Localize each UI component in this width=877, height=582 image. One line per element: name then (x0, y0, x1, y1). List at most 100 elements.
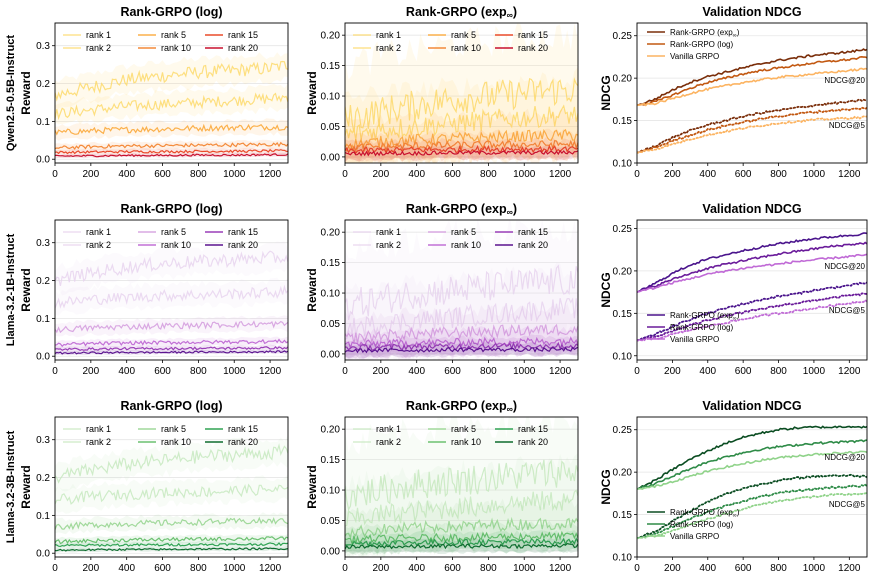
xtick-label: 400 (699, 563, 716, 574)
legend-label: rank 1 (86, 227, 111, 237)
legend-label: rank 5 (451, 424, 476, 434)
ytick-label: 0.15 (321, 455, 341, 466)
line-rank-15 (345, 144, 578, 155)
ytick-label: 0.05 (321, 122, 341, 133)
xtick-label: 1000 (223, 169, 246, 180)
band-rank-2 (55, 277, 288, 316)
band-rank-10 (55, 336, 288, 350)
xtick-label: 600 (735, 366, 752, 377)
line-rank-2 (55, 92, 288, 121)
xtick-label: 800 (480, 169, 497, 180)
ndcg-line-3 (637, 281, 867, 342)
xtick-label: 1200 (838, 169, 861, 180)
xtick-label: 600 (444, 563, 461, 574)
ndcg-line-0 (637, 232, 867, 293)
xtick-label: 1200 (549, 366, 572, 377)
legend-label-close: ) (737, 508, 740, 517)
legend-label-main: Rank-GRPO (exp (670, 28, 733, 37)
line-rank-10 (55, 338, 288, 348)
xtick-label: 600 (444, 366, 461, 377)
panel-title: Validation NDCG (702, 202, 801, 216)
band-rank-10 (55, 139, 288, 153)
legend-label: Vanilla GRPO (670, 335, 719, 344)
xtick-label: 1000 (513, 563, 536, 574)
xtick-label: 1200 (838, 366, 861, 377)
xtick-label: 0 (634, 169, 640, 180)
panel-title: Rank-GRPO (exp∞) (406, 5, 517, 20)
ndcg-line-2 (637, 450, 867, 490)
legend-label: rank 2 (376, 437, 401, 447)
xtick-label: 800 (190, 366, 207, 377)
ytick-label: 0.3 (36, 238, 50, 249)
legend-label: Rank-GRPO (exp∞) (670, 311, 740, 322)
ndcg-line-1 (637, 241, 867, 293)
xtick-label: 800 (190, 169, 207, 180)
ndcg-line-5 (637, 491, 867, 540)
band-rank-20 (345, 144, 578, 162)
ytick-label: 0.15 (613, 510, 633, 521)
xtick-label: 1000 (803, 366, 826, 377)
legend-label: rank 10 (451, 43, 481, 53)
ytick-label: 0.20 (321, 425, 341, 436)
line-rank-10 (55, 141, 288, 150)
panel-r1-c1: 0.00 0.05 0.10 0.15 0.20 0 200 400 600 800 1000 120… (305, 202, 579, 377)
legend-label: rank 15 (228, 227, 258, 237)
y-axis-label: Reward (305, 465, 319, 508)
line-rank-1 (345, 77, 578, 133)
legend-label: rank 1 (376, 424, 401, 434)
ytick-label: 0.10 (613, 351, 633, 362)
legend-label: rank 20 (228, 437, 258, 447)
line-rank-2 (345, 489, 578, 527)
annotation-ndcg5: NDCG@5 (829, 306, 866, 315)
xtick-label: 200 (83, 169, 100, 180)
ndcg-line-5 (637, 115, 867, 154)
y-axis-label: Reward (19, 71, 33, 114)
line-rank-10 (345, 336, 578, 350)
series-group (637, 48, 867, 154)
xtick-label: 0 (52, 366, 58, 377)
line-rank-2 (55, 483, 288, 505)
ytick-label: 0.00 (321, 546, 341, 557)
xtick-label: 400 (699, 169, 716, 180)
ytick-label: 0.3 (36, 41, 50, 52)
legend-label: rank 5 (451, 227, 476, 237)
axes-frame (344, 416, 579, 558)
ytick-label: 0.1 (36, 117, 50, 128)
y-axis-label: Reward (305, 71, 319, 114)
xtick-label: 600 (735, 169, 752, 180)
axes-frame (54, 219, 289, 361)
ndcg-line-4 (637, 483, 867, 540)
axes-frame (344, 219, 579, 361)
line-rank-5 (345, 323, 578, 344)
line-rank-10 (345, 139, 578, 153)
xtick-label: 1200 (549, 169, 572, 180)
panel-title: Rank-GRPO (log) (120, 202, 222, 216)
row-label: Qwen2.5-0.5B-Instruct (5, 35, 17, 151)
annotation-ndcg5: NDCG@5 (829, 500, 866, 509)
legend-label: Rank-GRPO (exp∞) (670, 508, 740, 519)
xtick-label: 1000 (223, 366, 246, 377)
xtick-label: 400 (118, 563, 135, 574)
xtick-label: 0 (634, 366, 640, 377)
legend-label: rank 5 (451, 30, 476, 40)
series-group (345, 23, 578, 163)
xtick-label: 200 (373, 563, 390, 574)
band-rank-15 (55, 344, 288, 353)
ytick-label: 0.0 (36, 352, 50, 363)
xtick-label: 800 (480, 366, 497, 377)
line-rank-2 (345, 104, 578, 141)
ndcg-line-2 (637, 253, 867, 293)
series-group (637, 232, 867, 342)
panel-title: Rank-GRPO (log) (120, 5, 222, 19)
legend-label: rank 5 (161, 424, 186, 434)
legend-label: rank 5 (161, 227, 186, 237)
legend-label: rank 2 (86, 43, 111, 53)
ytick-label: 0.10 (321, 92, 341, 103)
ndcg-line-4 (637, 106, 867, 154)
legend-label: rank 2 (86, 240, 111, 250)
ytick-label: 0.00 (321, 349, 341, 360)
band-rank-2 (345, 262, 578, 360)
panel-title-close: ) (513, 399, 517, 413)
legend-label-close: ) (737, 311, 740, 320)
legend-label: rank 2 (86, 437, 111, 447)
